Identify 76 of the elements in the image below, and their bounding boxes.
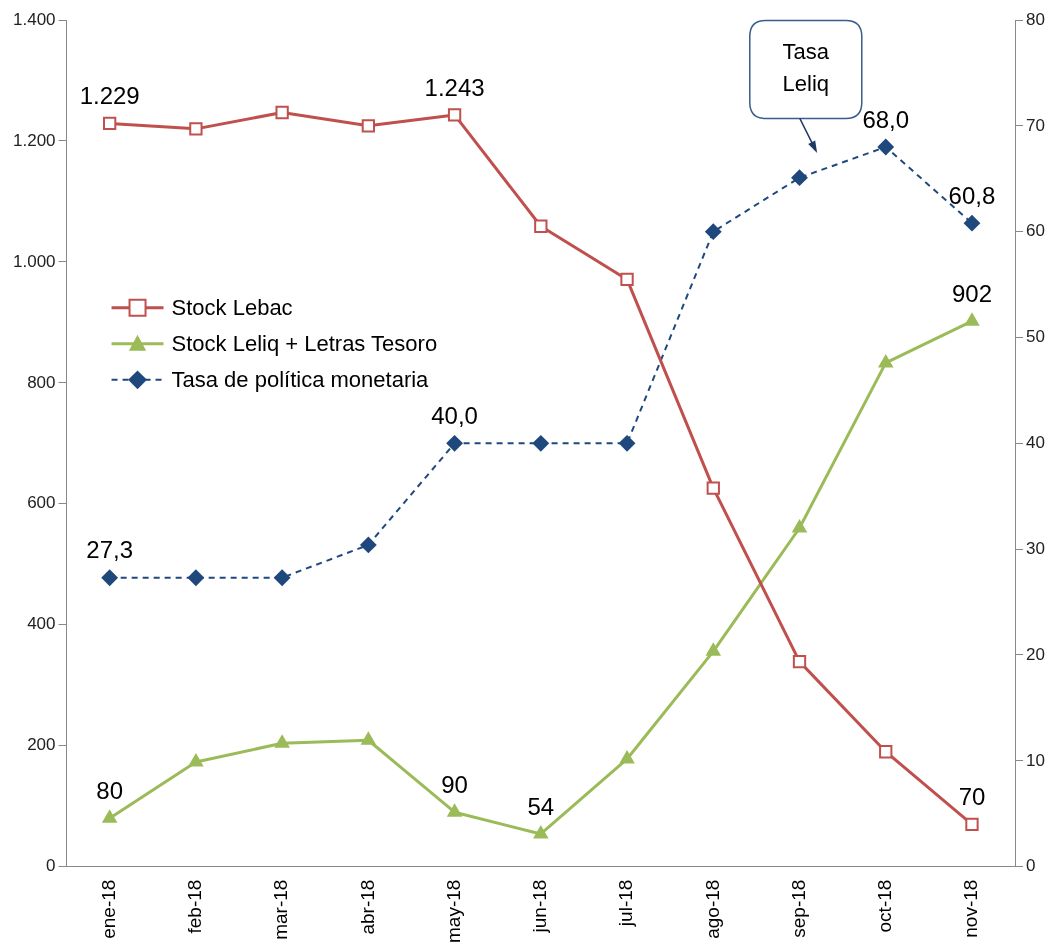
y-tick-label: 0: [46, 856, 56, 876]
point: [533, 825, 548, 839]
annotation: Tasa Leliq: [782, 39, 830, 97]
x-tick-label: abr-18: [356, 879, 378, 935]
point: [274, 569, 291, 586]
x-tick-label: ene-18: [97, 879, 119, 939]
point: [619, 751, 635, 764]
point: [187, 569, 204, 586]
y2-tick-label: 20: [1026, 644, 1046, 664]
point: [879, 745, 893, 759]
point: [877, 139, 894, 155]
point: [619, 435, 636, 452]
point: [360, 536, 377, 553]
data-label: 90: [441, 770, 468, 798]
point: [706, 481, 720, 495]
data-label: 70: [958, 782, 986, 810]
y2-tick-label: 50: [1026, 327, 1046, 347]
point: [275, 105, 289, 120]
x-tick-label: may-18: [442, 879, 464, 943]
point: [534, 219, 548, 233]
point: [532, 435, 549, 452]
x-tick-label: nov-18: [960, 879, 982, 938]
y-tick-label: 600: [27, 493, 56, 513]
point: [965, 817, 979, 831]
x-tick-label: jun-18: [529, 879, 551, 934]
point: [447, 804, 462, 817]
y2-tick-label: 70: [1026, 115, 1046, 135]
data-label: 68,0: [862, 105, 910, 133]
point: [361, 732, 376, 745]
legend-label: Stock Lebac: [171, 294, 293, 320]
point: [275, 735, 290, 748]
point: [103, 116, 117, 131]
legend-label: Tasa de política monetaria: [171, 366, 430, 392]
y2-tick-label: 30: [1026, 538, 1046, 558]
point: [792, 654, 807, 669]
x-tick-label: jul-18: [615, 879, 637, 928]
data-label: 1.229: [79, 82, 140, 110]
y-tick-label: 1.200: [12, 130, 56, 150]
y-tick-label: 200: [27, 735, 56, 755]
y2-tick-label: 0: [1026, 856, 1036, 876]
point: [101, 569, 118, 586]
point: [620, 272, 634, 287]
x-tick-label: sep-18: [787, 879, 809, 938]
point: [963, 215, 980, 232]
y2-tick-label: 40: [1026, 433, 1046, 453]
point: [189, 122, 203, 136]
point: [964, 313, 980, 326]
data-label: 1.243: [424, 73, 485, 101]
y-tick-label: 800: [27, 372, 56, 392]
point: [102, 810, 117, 823]
y2-tick-label: 10: [1026, 750, 1046, 770]
data-label: 40,0: [431, 401, 478, 429]
x-tick-label: mar-18: [270, 879, 292, 940]
point: [361, 119, 376, 133]
x-tick-label: ago-18: [701, 879, 723, 939]
y2-tick-label: 60: [1026, 221, 1046, 241]
legend-label: Stock Leliq + Letras Tesoro: [171, 330, 438, 356]
y-tick-label: 1.400: [12, 9, 56, 29]
y-tick-label: 400: [27, 614, 56, 634]
point: [447, 108, 462, 122]
point: [446, 435, 463, 452]
y2-tick-label: 80: [1026, 9, 1046, 29]
point: [791, 169, 808, 186]
data-label: 27,3: [86, 536, 134, 564]
data-label: 902: [951, 279, 992, 307]
data-label: 54: [527, 792, 555, 820]
y-tick-label: 1.000: [12, 251, 56, 271]
x-tick-label: feb-18: [184, 879, 206, 934]
point: [792, 519, 807, 533]
point: [706, 643, 721, 656]
point: [878, 354, 893, 368]
point: [705, 223, 722, 240]
data-label: 60,8: [948, 181, 996, 209]
x-tick-label: oct-18: [873, 879, 895, 933]
point: [188, 754, 203, 767]
data-label: 80: [96, 776, 124, 804]
